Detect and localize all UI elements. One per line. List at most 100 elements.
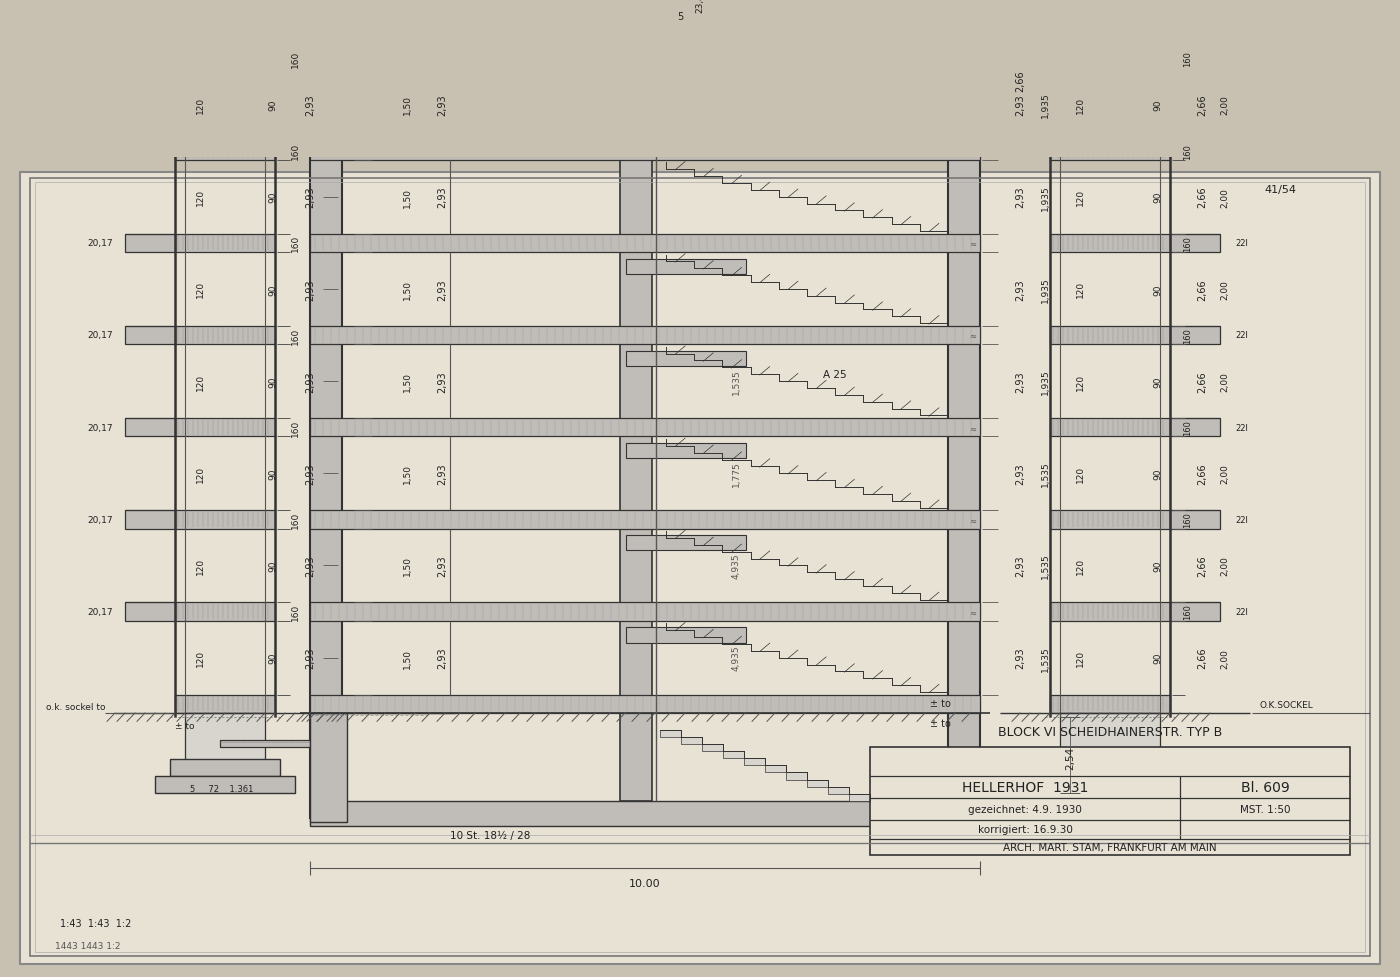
Text: 90: 90: [1154, 284, 1162, 295]
Text: 2,66: 2,66: [1197, 647, 1207, 669]
Bar: [175, 418, 274, 437]
Text: 22l: 22l: [1236, 239, 1249, 248]
Text: 5: 5: [676, 12, 683, 21]
Bar: [309, 326, 980, 345]
Text: ± to: ± to: [930, 718, 951, 728]
Text: 160: 160: [1183, 420, 1193, 436]
Text: 120: 120: [196, 373, 204, 390]
Bar: [764, 766, 785, 773]
Text: 2,66: 2,66: [1197, 555, 1207, 576]
Bar: [1170, 511, 1219, 529]
Bar: [785, 773, 806, 780]
Bar: [626, 535, 746, 551]
Text: 10 St. 18½ / 28: 10 St. 18½ / 28: [449, 829, 531, 839]
Bar: [1050, 326, 1170, 345]
Text: 120: 120: [196, 557, 204, 574]
Text: korrigiert: 16.9.30: korrigiert: 16.9.30: [977, 825, 1072, 834]
Text: 23,40: 23,40: [696, 0, 704, 13]
Text: 2,93: 2,93: [437, 187, 447, 208]
Text: 160: 160: [1183, 52, 1193, 67]
Text: gezeichnet: 4.9. 1930: gezeichnet: 4.9. 1930: [967, 804, 1082, 815]
Text: O.K.SOCKEL: O.K.SOCKEL: [1260, 701, 1313, 709]
Text: 120: 120: [1075, 189, 1085, 206]
Bar: [626, 444, 746, 459]
Text: 160: 160: [1183, 604, 1193, 619]
Bar: [1050, 603, 1170, 621]
Bar: [175, 143, 274, 160]
Text: 22l: 22l: [1236, 423, 1249, 432]
Bar: [309, 143, 980, 160]
Bar: [175, 603, 274, 621]
Bar: [743, 758, 764, 766]
Text: ± to: ± to: [930, 699, 951, 708]
Bar: [626, 352, 746, 366]
Text: 160: 160: [1183, 327, 1193, 344]
Text: 90: 90: [269, 284, 277, 295]
Text: 2,54: 2,54: [1065, 745, 1075, 769]
Text: 2,93: 2,93: [437, 555, 447, 576]
Text: HELLERHOF  1931: HELLERHOF 1931: [962, 780, 1088, 794]
Bar: [944, 39, 1000, 72]
Text: 20,17: 20,17: [87, 423, 113, 432]
Text: 1443 1443 1:2: 1443 1443 1:2: [55, 941, 120, 950]
Text: 2,00: 2,00: [1221, 648, 1229, 668]
Bar: [220, 740, 309, 746]
Bar: [1050, 50, 1170, 68]
Text: 2,93: 2,93: [1015, 278, 1025, 300]
Bar: [309, 234, 980, 253]
Text: 1,50: 1,50: [403, 556, 412, 575]
Bar: [1050, 695, 1170, 713]
Bar: [806, 780, 827, 786]
Text: 120: 120: [1075, 373, 1085, 390]
FancyBboxPatch shape: [20, 173, 1380, 964]
Text: 2,93: 2,93: [305, 95, 315, 116]
Bar: [1050, 143, 1170, 160]
Text: 20,17: 20,17: [87, 608, 113, 616]
Text: 2,00: 2,00: [1221, 279, 1229, 300]
Text: 1,775: 1,775: [731, 461, 741, 487]
Bar: [175, 234, 274, 253]
Text: Bl. 609: Bl. 609: [1240, 780, 1289, 794]
Text: 90: 90: [269, 468, 277, 480]
Text: 2,93: 2,93: [437, 371, 447, 393]
Text: 1,935: 1,935: [1040, 276, 1050, 303]
Text: 160: 160: [1183, 144, 1193, 159]
Text: 90: 90: [269, 191, 277, 203]
Text: 2,93: 2,93: [437, 463, 447, 485]
Text: 160: 160: [291, 51, 300, 68]
Text: 90: 90: [269, 560, 277, 572]
Text: 160: 160: [291, 143, 300, 160]
Bar: [1050, 234, 1170, 253]
Text: 10.00: 10.00: [629, 878, 661, 888]
Bar: [309, 25, 342, 818]
Bar: [309, 418, 980, 437]
Bar: [1050, 511, 1170, 529]
Bar: [309, 713, 347, 822]
Text: 2,93: 2,93: [1015, 463, 1025, 485]
Text: 160: 160: [291, 604, 300, 620]
Text: 2,93: 2,93: [437, 647, 447, 669]
Text: 90: 90: [1154, 653, 1162, 663]
Bar: [1060, 713, 1161, 776]
Bar: [175, 50, 274, 68]
Text: 4,935: 4,935: [731, 645, 741, 671]
Text: 2,93: 2,93: [437, 278, 447, 300]
Text: 41/54: 41/54: [1264, 185, 1296, 195]
Bar: [1050, 418, 1170, 437]
Bar: [309, 801, 980, 827]
Bar: [848, 794, 869, 801]
Bar: [722, 751, 743, 758]
Text: ≈: ≈: [969, 331, 977, 340]
Text: 90: 90: [1154, 560, 1162, 572]
Text: 90: 90: [1154, 191, 1162, 203]
Text: 1,535: 1,535: [731, 368, 741, 395]
Text: 160: 160: [291, 234, 300, 252]
Text: 2,66: 2,66: [1197, 371, 1207, 393]
Bar: [175, 695, 274, 713]
Text: 20,17: 20,17: [87, 515, 113, 525]
Text: 2,93: 2,93: [1015, 187, 1025, 208]
Text: 2,93: 2,93: [1015, 647, 1025, 669]
Text: MST. 1:50: MST. 1:50: [1240, 804, 1291, 815]
Bar: [1170, 326, 1219, 345]
Text: 20,17: 20,17: [87, 239, 113, 248]
